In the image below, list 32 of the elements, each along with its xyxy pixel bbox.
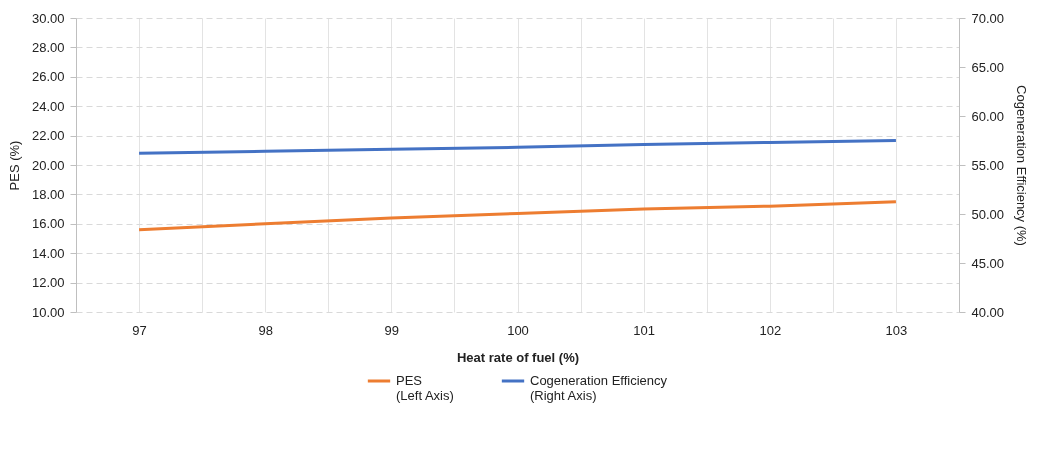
y-tick-label: 16.00 [31,216,65,232]
y-tick-label: 28.00 [31,39,65,55]
y-tick-label: 18.00 [31,186,65,202]
y2-tick-label: 50.00 [971,206,1005,222]
y-tick-label: 20.00 [31,157,65,173]
x-tick-label: 100 [507,322,529,338]
x-tick-label: 102 [759,322,782,338]
line-series [137,139,898,155]
y2-tick-label: 55.00 [971,157,1005,173]
line-series [137,200,898,232]
y2-tick-label: 45.00 [971,255,1005,271]
y-tick-label: 24.00 [31,98,65,114]
legend-label: PES (Left Axis) [396,373,454,403]
x-tick-label: 98 [258,322,273,338]
y2-tick-label: 65.00 [971,59,1005,75]
y-tick-label: 26.00 [31,69,65,85]
y-tick-label: 12.00 [31,275,65,291]
y-tick-label: 22.00 [31,128,65,144]
y-tick-label: 10.00 [31,304,65,320]
x-tick-label: 103 [885,322,908,338]
x-tick-label: 101 [633,322,655,338]
y-tick-label: 30.00 [31,10,65,26]
y2-tick-label: 60.00 [971,108,1005,124]
x-tick-label: 99 [384,322,400,338]
y-tick-label: 14.00 [31,245,65,261]
x-axis-title: Heat rate of fuel (%) [456,349,580,365]
legend-label: Cogeneration Efficiency (Right Axis) [530,373,668,403]
y-axis-title: PES (%) [6,140,22,191]
y2-tick-label: 70.00 [971,10,1005,26]
y2-axis-title: Cogeneration Efficiency (%) [1014,85,1030,246]
x-tick-label: 97 [132,322,147,338]
y2-tick-label: 40.00 [971,304,1005,320]
